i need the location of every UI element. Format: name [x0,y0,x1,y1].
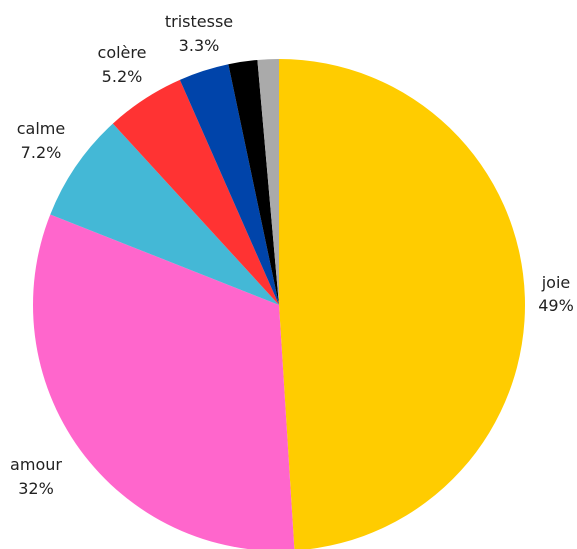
slice-label-percent: 32% [18,479,54,498]
pie-slice-unlabeled-5 [228,59,279,305]
slice-label-name: joie [541,273,571,292]
slice-label-percent: 49% [538,296,574,315]
slice-label-percent: 7.2% [21,143,62,162]
pie-slice-unlabeled-6 [257,59,279,305]
slice-label-name: tristesse [165,12,233,31]
pie-slice-calme [50,123,279,305]
pie-slice-joie [279,59,525,549]
slice-label-name: amour [10,455,62,474]
slice-label-name: calme [17,119,65,138]
slice-label-name: colère [98,43,147,62]
slice-label-percent: 3.3% [179,36,220,55]
pie-slice-colère [112,79,279,305]
pie-slice-amour [33,214,295,549]
pie-slice-tristesse [179,64,279,305]
slice-label-percent: 5.2% [102,67,143,86]
